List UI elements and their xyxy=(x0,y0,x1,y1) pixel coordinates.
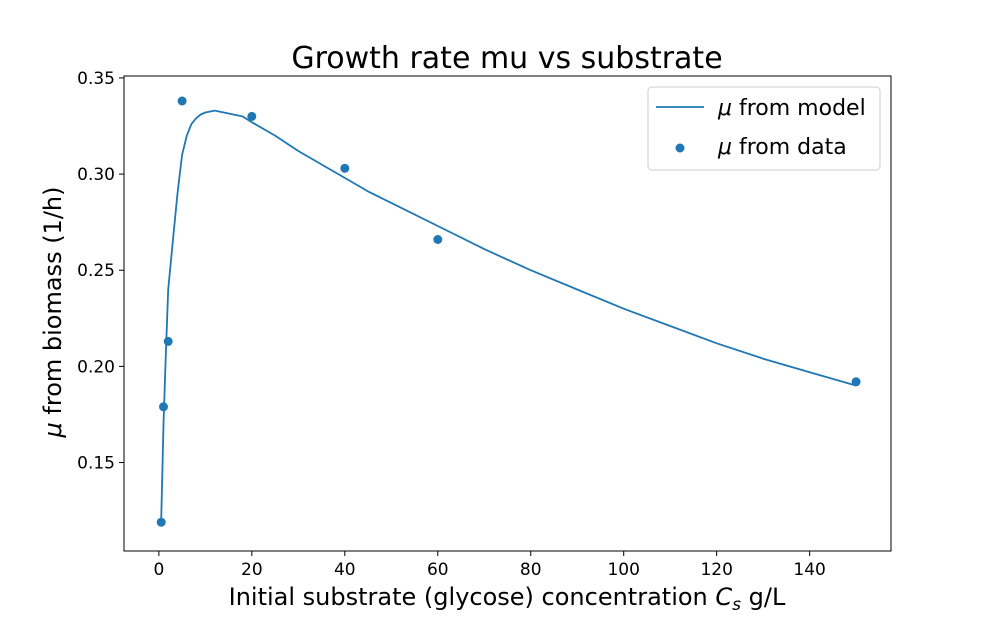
y-tick-label: 0.35 xyxy=(77,69,115,89)
x-axis-label-subscript: s xyxy=(732,595,741,615)
plot-frame xyxy=(123,75,892,552)
data-point xyxy=(851,377,861,387)
y-axis-ticks: 0.15 0.20 0.25 0.30 0.35 xyxy=(77,69,124,474)
data-point xyxy=(177,96,187,106)
legend-marker-swatch xyxy=(675,143,685,153)
chart-title: Growth rate mu vs substrate xyxy=(291,41,722,76)
y-tick-label: 0.25 xyxy=(77,261,115,281)
x-axis-label-suffix: g/L xyxy=(741,583,786,611)
series-line-model xyxy=(160,109,857,521)
x-tick-label: 20 xyxy=(241,560,263,580)
x-tick-label: 0 xyxy=(153,560,164,580)
legend-label-data: μ from data xyxy=(717,135,847,160)
x-tick-label: 140 xyxy=(793,560,825,580)
x-axis-label: Initial substrate (glycose) concentratio… xyxy=(229,583,786,615)
y-tick-label: 0.30 xyxy=(77,165,115,185)
y-axis-label: μ from biomass (1/h) xyxy=(39,187,67,439)
y-tick-label: 0.20 xyxy=(77,357,115,377)
data-point xyxy=(163,336,173,346)
data-point xyxy=(247,111,257,121)
x-tick-label: 60 xyxy=(427,560,449,580)
legend-label-data-text: from data xyxy=(732,135,847,160)
x-tick-label: 80 xyxy=(520,560,542,580)
y-tick-label: 0.15 xyxy=(77,454,115,474)
legend-box xyxy=(647,86,881,171)
data-point xyxy=(433,235,443,244)
legend-label-model-text: from model xyxy=(732,96,866,121)
data-point xyxy=(159,402,168,412)
legend-label-data-symbol: μ xyxy=(717,135,732,160)
legend-label-model-symbol: μ xyxy=(717,96,732,121)
x-axis-ticks: 0 20 40 60 80 100 120 140 xyxy=(153,551,826,580)
x-axis-label-symbol: C xyxy=(715,583,732,611)
x-tick-label: 120 xyxy=(700,560,732,580)
data-point xyxy=(340,163,350,173)
data-point xyxy=(156,517,166,527)
plot-area xyxy=(123,75,892,552)
y-axis-label-text: from biomass (1/h) xyxy=(39,187,67,423)
x-axis-label-prefix: Initial substrate (glycose) concentratio… xyxy=(229,583,716,611)
x-tick-label: 100 xyxy=(607,560,639,580)
legend: μ from model μ from data xyxy=(647,86,881,171)
y-axis-label-symbol: μ xyxy=(39,422,67,438)
x-tick-label: 40 xyxy=(334,560,356,580)
legend-label-model: μ from model xyxy=(717,96,866,121)
